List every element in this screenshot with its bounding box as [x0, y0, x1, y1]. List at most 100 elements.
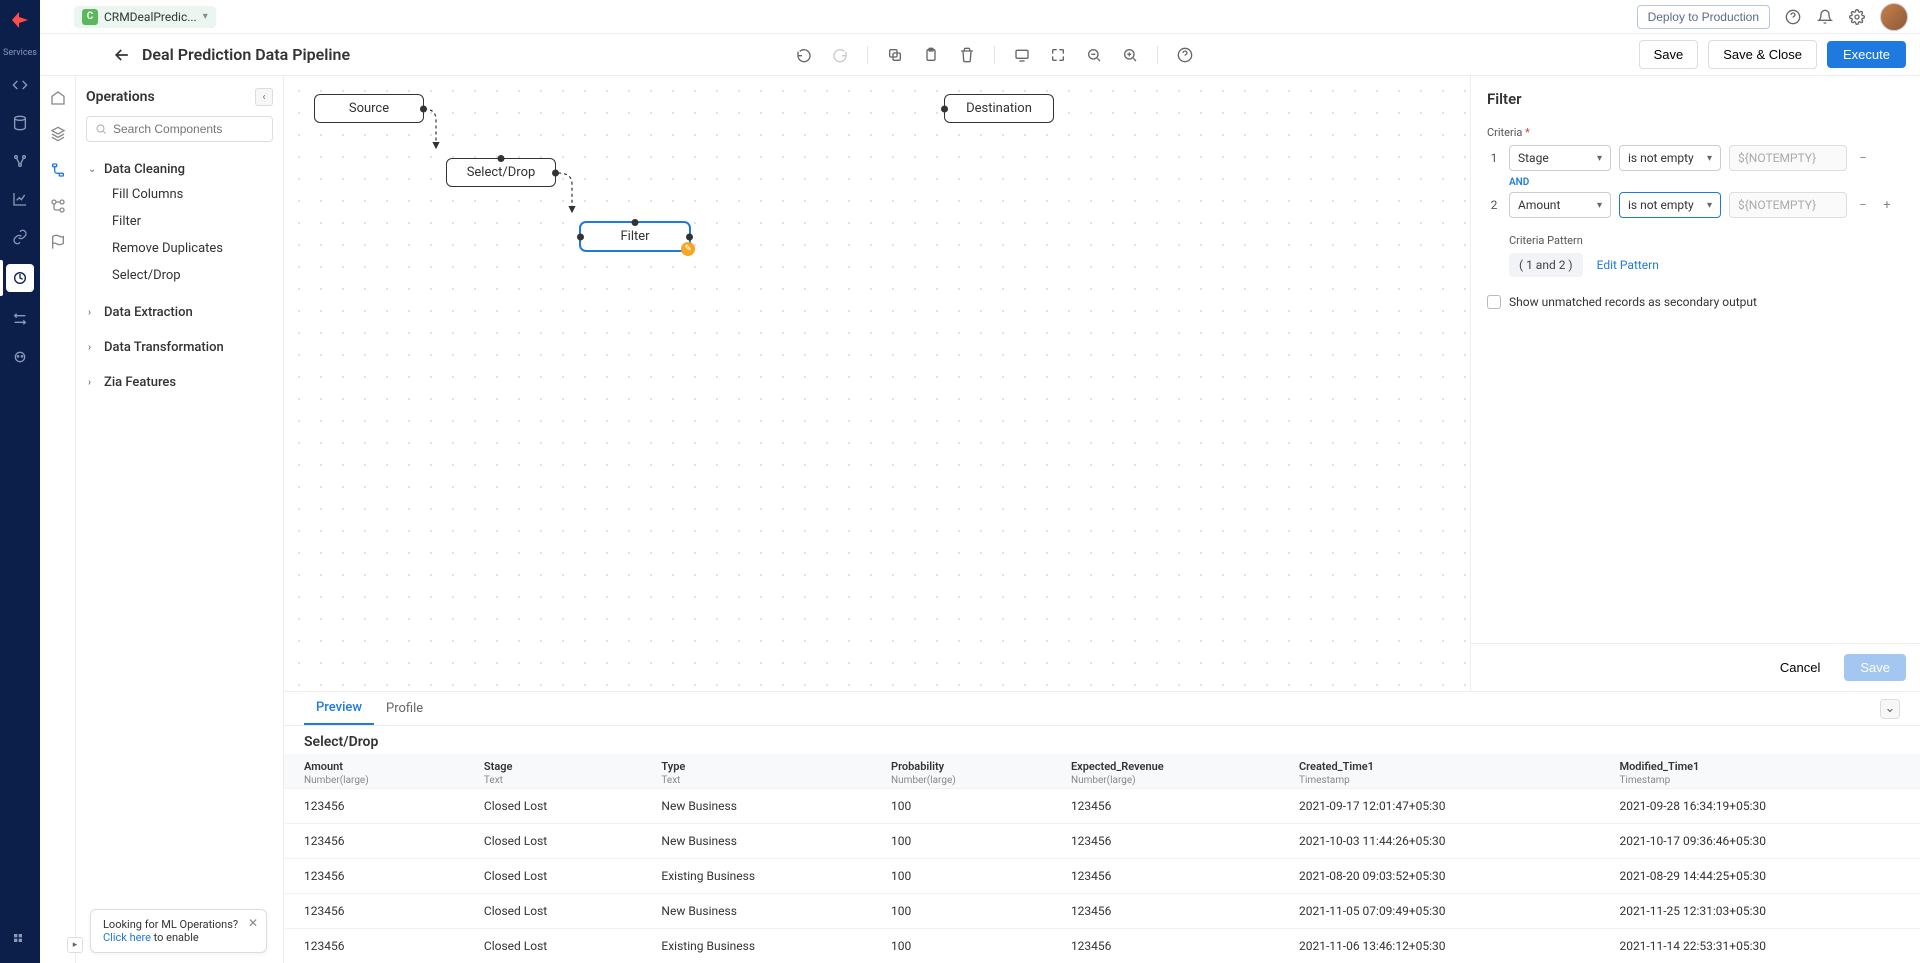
- app-badge: C: [82, 9, 98, 25]
- settings-icon[interactable]: [1848, 8, 1866, 26]
- pipeline-canvas[interactable]: Source Select/Drop Filter: [284, 76, 1470, 691]
- tree-group-data-extraction[interactable]: ›Data Extraction: [86, 301, 273, 324]
- zoom-out-icon[interactable]: [1085, 46, 1103, 64]
- remove-row-1[interactable]: −: [1855, 150, 1871, 166]
- operator-select-1[interactable]: is not empty▾: [1619, 145, 1721, 171]
- secondary-output-checkbox[interactable]: [1487, 295, 1501, 309]
- rail-link-icon[interactable]: [9, 226, 31, 248]
- tree-item-fill-columns[interactable]: Fill Columns: [108, 181, 273, 208]
- app-selector[interactable]: C CRMDealPredic... ▾: [74, 6, 216, 28]
- operations-sidebar: Operations ‹ ⌄Data CleaningFill ColumnsF…: [76, 76, 284, 963]
- copy-icon[interactable]: [886, 46, 904, 64]
- column-header: ProbabilityNumber(large): [871, 754, 1051, 789]
- chevron-down-icon: ▾: [203, 11, 208, 22]
- rail-db-icon[interactable]: [9, 112, 31, 134]
- tree-group-data-cleaning[interactable]: ⌄Data Cleaning: [86, 158, 273, 181]
- node-source[interactable]: Source: [314, 94, 424, 123]
- brand-logo: [8, 8, 32, 32]
- search-components[interactable]: [86, 116, 273, 142]
- field-select-1[interactable]: Stage▾: [1509, 145, 1611, 171]
- table-row[interactable]: 123456Closed LostNew Business10012345620…: [284, 789, 1920, 824]
- operations-tree: ⌄Data CleaningFill ColumnsFilterRemove D…: [86, 152, 273, 400]
- table-row[interactable]: 123456Closed LostNew Business10012345620…: [284, 824, 1920, 859]
- nodes-icon[interactable]: [48, 196, 68, 216]
- services-rail: Services: [0, 0, 40, 963]
- node-destination[interactable]: Destination: [944, 94, 1054, 123]
- edit-pattern-link[interactable]: Edit Pattern: [1597, 258, 1659, 272]
- redo-icon[interactable]: [831, 46, 849, 64]
- fit-screen-icon[interactable]: [1013, 46, 1031, 64]
- column-header: Expected_RevenueNumber(large): [1051, 754, 1279, 789]
- table-row[interactable]: 123456Closed LostNew Business10012345620…: [284, 894, 1920, 929]
- preview-table: AmountNumber(large)StageTextTypeTextProb…: [284, 754, 1920, 963]
- port-in-left[interactable]: [577, 233, 584, 240]
- port-in[interactable]: [941, 105, 948, 112]
- toolbar: [795, 46, 1194, 64]
- operator-select-2[interactable]: is not empty▾: [1619, 192, 1721, 218]
- search-input[interactable]: [113, 122, 268, 136]
- user-avatar[interactable]: [1880, 3, 1908, 31]
- table-row[interactable]: 123456Closed LostExisting Business100123…: [284, 859, 1920, 894]
- rail-cluster-icon[interactable]: [9, 150, 31, 172]
- criteria-label: Criteria *: [1487, 126, 1904, 139]
- save-close-button[interactable]: Save & Close: [1708, 40, 1817, 69]
- undo-icon[interactable]: [795, 46, 813, 64]
- panel-cancel-button[interactable]: Cancel: [1766, 654, 1834, 681]
- port-in[interactable]: [498, 155, 505, 162]
- layers-icon[interactable]: [48, 124, 68, 144]
- and-connector: AND: [1509, 177, 1904, 188]
- back-button[interactable]: [112, 45, 132, 65]
- node-filter[interactable]: Filter ✎: [580, 222, 690, 251]
- app-name: CRMDealPredic...: [104, 10, 197, 24]
- tree-group-data-transformation[interactable]: ›Data Transformation: [86, 336, 273, 359]
- rail-swap-icon[interactable]: [9, 308, 31, 330]
- rail-apps-icon[interactable]: [9, 929, 31, 951]
- hint-text: Looking for ML Operations?: [103, 918, 238, 931]
- expand-preview-button[interactable]: ⌄: [1880, 699, 1900, 719]
- tab-preview[interactable]: Preview: [304, 692, 374, 725]
- port-in[interactable]: [632, 219, 639, 226]
- close-hint-button[interactable]: ✕: [248, 916, 258, 930]
- tree-item-remove-duplicates[interactable]: Remove Duplicates: [108, 235, 273, 262]
- field-select-2[interactable]: Amount▾: [1509, 192, 1611, 218]
- tree-item-select-drop[interactable]: Select/Drop: [108, 262, 273, 289]
- secondary-output-label: Show unmatched records as secondary outp…: [1509, 295, 1757, 309]
- value-input-2[interactable]: ${NOTEMPTY}: [1729, 192, 1847, 218]
- paste-icon[interactable]: [922, 46, 940, 64]
- home-icon[interactable]: [48, 88, 68, 108]
- table-row[interactable]: 123456Closed LostExisting Business100123…: [284, 929, 1920, 963]
- rail-analytics-icon[interactable]: [9, 188, 31, 210]
- add-row[interactable]: +: [1879, 197, 1895, 213]
- page-title: Deal Prediction Data Pipeline: [142, 45, 350, 64]
- collapse-sidebar-button[interactable]: ‹: [255, 88, 273, 106]
- tree-item-filter[interactable]: Filter: [108, 208, 273, 235]
- value-input-1[interactable]: ${NOTEMPTY}: [1729, 145, 1847, 171]
- hint-link[interactable]: Click here: [103, 931, 151, 944]
- fullscreen-icon[interactable]: [1049, 46, 1067, 64]
- panel-save-button[interactable]: Save: [1844, 654, 1906, 681]
- column-header: Created_Time1Timestamp: [1279, 754, 1599, 789]
- warning-badge-icon: ✎: [681, 242, 695, 256]
- deploy-button[interactable]: Deploy to Production: [1637, 5, 1770, 29]
- node-selectdrop[interactable]: Select/Drop: [446, 158, 556, 187]
- rail-code-icon[interactable]: [9, 74, 31, 96]
- info-icon[interactable]: [1176, 46, 1194, 64]
- tab-profile[interactable]: Profile: [374, 693, 435, 724]
- delete-icon[interactable]: [958, 46, 976, 64]
- tree-group-zia-features[interactable]: ›Zia Features: [86, 371, 273, 394]
- zoom-in-icon[interactable]: [1121, 46, 1139, 64]
- rail-pipeline-icon[interactable]: [6, 264, 34, 292]
- remove-row-2[interactable]: −: [1855, 197, 1871, 213]
- save-button[interactable]: Save: [1639, 40, 1699, 69]
- execute-button[interactable]: Execute: [1827, 41, 1906, 68]
- flag-icon[interactable]: [48, 232, 68, 252]
- flow-icon[interactable]: [48, 160, 68, 180]
- help-icon[interactable]: [1784, 8, 1802, 26]
- port-out[interactable]: [552, 169, 559, 176]
- search-icon: [95, 123, 107, 135]
- rail-bot-icon[interactable]: [9, 346, 31, 368]
- port-out[interactable]: [686, 233, 693, 240]
- notification-icon[interactable]: [1816, 8, 1834, 26]
- port-out[interactable]: [420, 105, 427, 112]
- expand-rail-button[interactable]: ▸: [67, 937, 83, 953]
